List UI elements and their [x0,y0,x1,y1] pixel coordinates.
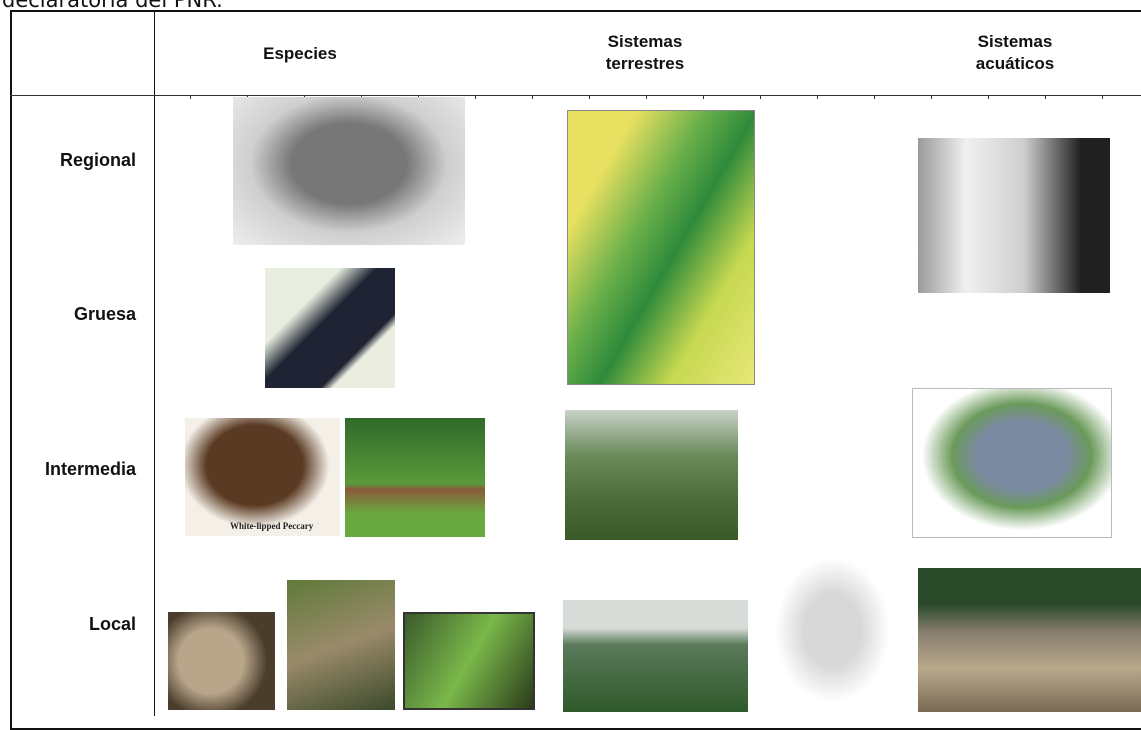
dash-tick [931,95,932,99]
peccary-image: White-lipped Peccary [185,418,340,536]
column-header: Especies [263,44,337,63]
porcupine-image [168,612,275,710]
dash-tick [1045,95,1046,99]
row-header: Intermedia [44,459,136,479]
dash-tick [532,95,533,99]
dash-tick [190,95,191,99]
row-header: Regional [59,150,136,170]
watershed-map-image [912,388,1112,538]
toucan-image [403,612,535,710]
dash-tick [703,95,704,99]
terrestrial-map-image [567,110,755,385]
dash-tick [589,95,590,99]
leaf-drawing-image [765,560,900,716]
forest-image [565,410,738,540]
dash-tick [760,95,761,99]
row-header: Local [88,614,136,634]
column-divider [154,10,155,716]
deer-image [345,418,485,537]
dash-tick [1102,95,1103,99]
jaguar-image [233,97,465,245]
column-header: Sistemas acuáticos [975,32,1055,73]
dash-tick [646,95,647,99]
image-caption: White-lipped Peccary [230,521,314,531]
bird-image [265,268,395,388]
row-header: Gruesa [73,304,136,324]
column-header: Sistemas terrestres [605,32,685,73]
dash-tick [475,95,476,99]
intro-text: declaratoria del PNR. [2,0,223,12]
dash-tick [817,95,818,99]
river-image [918,568,1141,712]
header-divider [10,95,1141,96]
dash-tick [874,95,875,99]
mountains-image [563,600,748,712]
dash-tick [988,95,989,99]
basin-map-image [918,138,1110,293]
sloth-image [287,580,395,710]
